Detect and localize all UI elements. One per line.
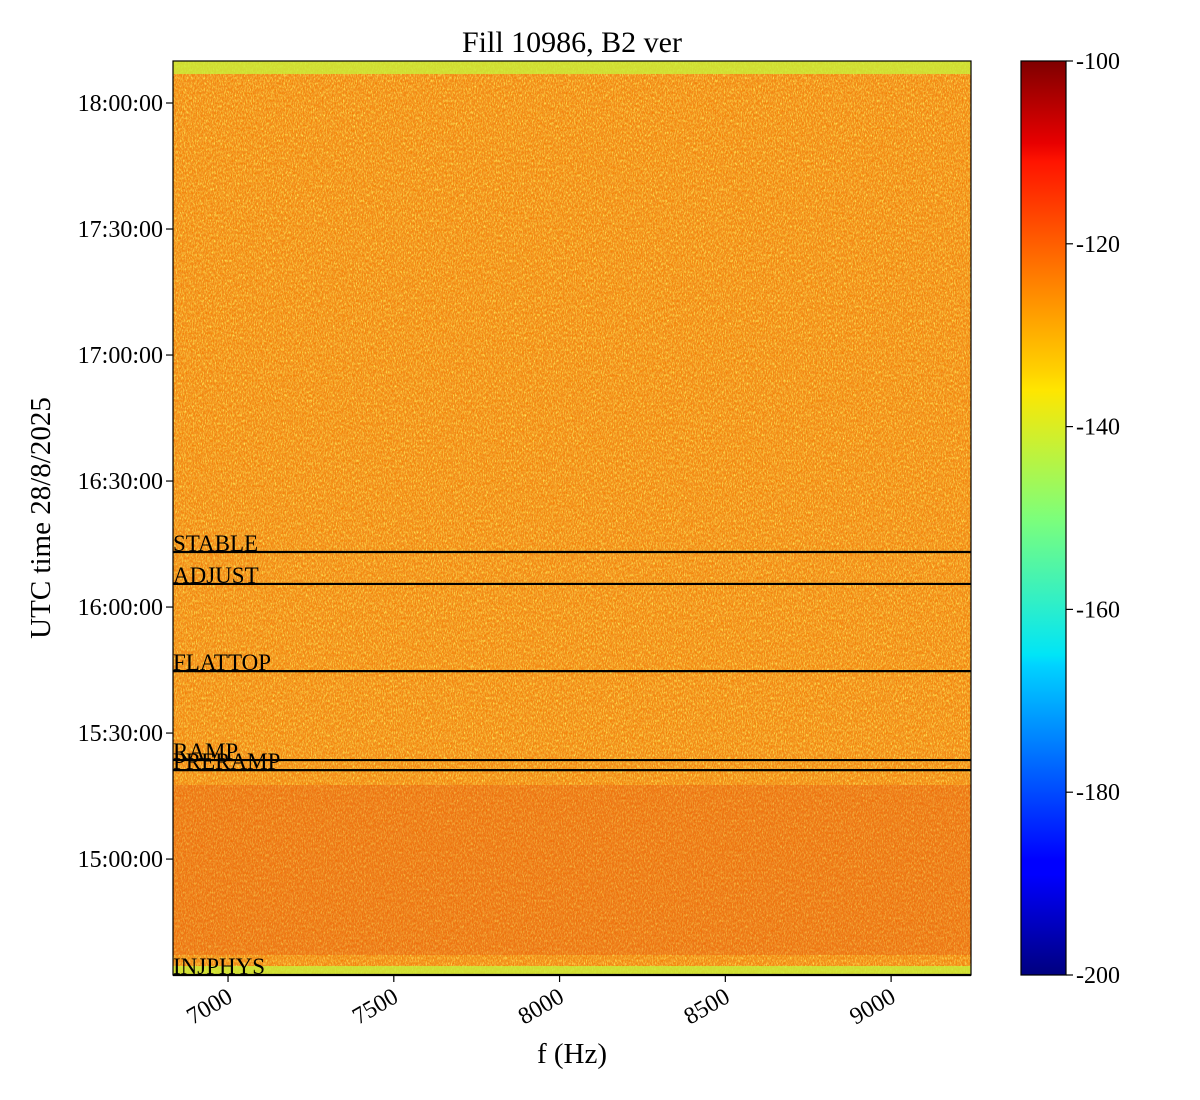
- x-tick-label: 7500: [348, 984, 403, 1031]
- y-tick-label: 17:30:00: [78, 217, 163, 243]
- colorbar-tick-label: -100: [1076, 49, 1120, 75]
- x-tick-label: 8000: [514, 984, 569, 1031]
- mode-label: ADJUST: [173, 563, 259, 588]
- x-tick-label: 9000: [846, 984, 901, 1031]
- colorbar: [1020, 60, 1067, 976]
- mode-label: PRERAMP: [173, 749, 280, 774]
- colorbar-tick-label: -140: [1076, 415, 1120, 441]
- mode-label: FLATTOP: [173, 650, 271, 675]
- colorbar-tick-label: -120: [1076, 232, 1120, 258]
- y-axis-label: UTC time 28/8/2025: [25, 397, 57, 639]
- x-tick-label: 8500: [680, 984, 735, 1031]
- y-tick-label: 18:00:00: [78, 91, 163, 117]
- y-tick-label: 15:30:00: [78, 721, 163, 747]
- colorbar-tick-label: -180: [1076, 780, 1120, 806]
- mode-label: STABLE: [173, 531, 258, 556]
- chart-title: Fill 10986, B2 ver: [462, 26, 682, 59]
- colorbar-tick-label: -160: [1076, 597, 1120, 623]
- mode-label: INJPHYS: [173, 954, 265, 979]
- y-tick-label: 15:00:00: [78, 847, 163, 873]
- colorbar-tick-label: -200: [1076, 963, 1120, 989]
- y-tick-label: 16:30:00: [78, 469, 163, 495]
- y-tick-label: 17:00:00: [78, 343, 163, 369]
- y-tick-label: 16:00:00: [78, 595, 163, 621]
- mode-label: RAMP: [173, 739, 238, 764]
- x-axis-label: f (Hz): [537, 1038, 607, 1070]
- spectrogram-texture: [173, 61, 971, 975]
- x-tick-label: 7000: [182, 984, 237, 1031]
